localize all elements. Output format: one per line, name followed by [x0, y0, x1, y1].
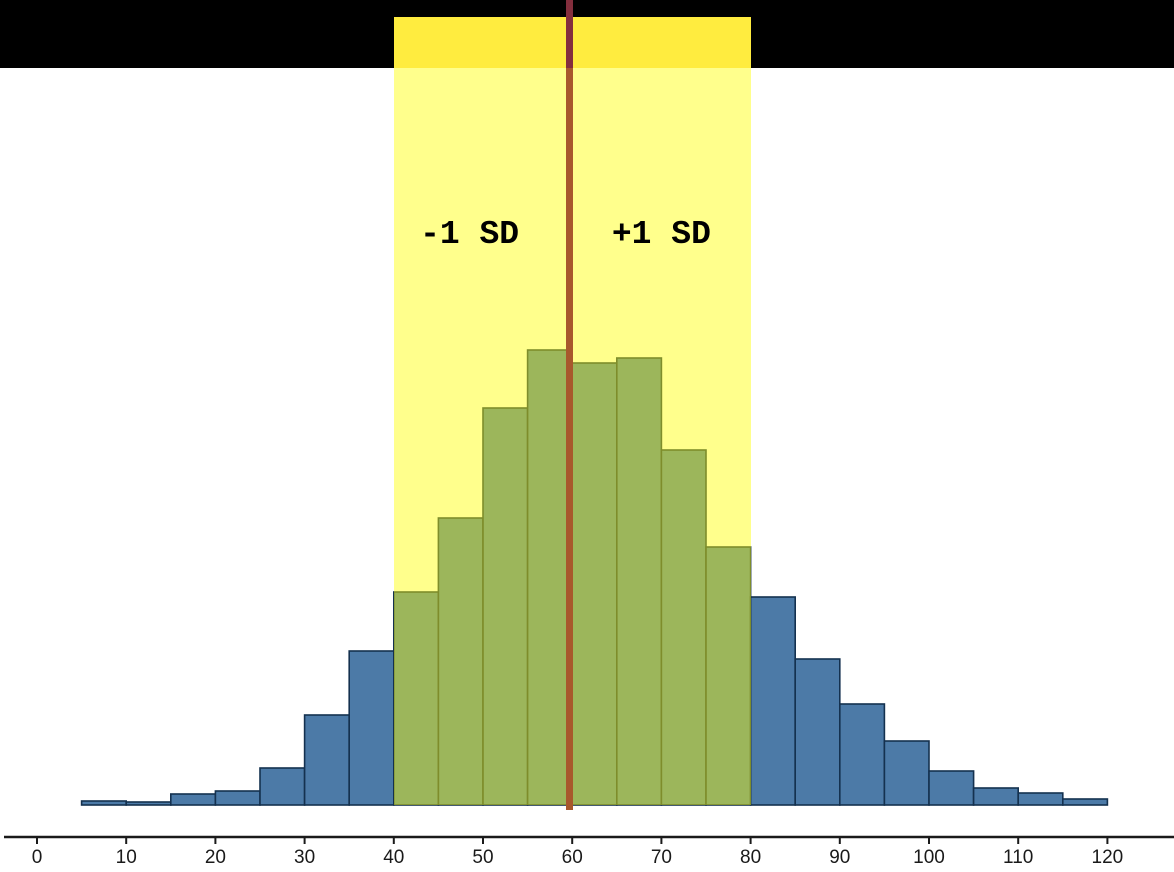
plus-1sd-label: +1 SD [611, 216, 711, 253]
histogram-bar [214, 790, 261, 806]
histogram-bar [883, 740, 930, 806]
x-tick-label: 90 [829, 847, 850, 868]
x-tick-label: 120 [1092, 847, 1124, 868]
histogram-bar [482, 407, 529, 806]
x-tick-label: 80 [740, 847, 761, 868]
histogram-bar [125, 801, 172, 806]
x-tick-label: 10 [116, 847, 137, 868]
x-tick-label: 100 [913, 847, 945, 868]
histogram-bar [660, 449, 707, 806]
x-tick-label: 30 [294, 847, 315, 868]
x-tick-label: 110 [1003, 847, 1033, 868]
histogram-bar [928, 770, 975, 806]
histogram-bar [526, 349, 573, 806]
x-tick-label: 60 [562, 847, 583, 868]
histogram-bar [615, 357, 663, 806]
histogram-bar [259, 767, 306, 806]
histogram-bar [303, 714, 351, 806]
x-tick-label: 70 [651, 847, 672, 868]
histogram-bar [1062, 798, 1109, 806]
histogram-bar [392, 591, 440, 806]
histogram-bar [794, 658, 841, 806]
histogram-bar [749, 596, 796, 806]
x-tick-label: 20 [205, 847, 226, 868]
histogram-bar [972, 787, 1019, 806]
minus-1sd-label: -1 SD [420, 216, 520, 253]
histogram-bar [170, 793, 217, 806]
histogram-bar [1017, 792, 1064, 806]
histogram-bar [838, 703, 886, 806]
histogram-bar [437, 517, 484, 806]
histogram-bar [80, 800, 127, 806]
histogram-bar [571, 362, 618, 806]
x-tick-label: 40 [383, 847, 404, 868]
mean-line [566, 0, 574, 810]
histogram-bar [705, 546, 752, 806]
x-tick-label: 50 [472, 847, 493, 868]
histogram-bar [348, 650, 395, 806]
x-tick-label: 0 [32, 847, 43, 868]
